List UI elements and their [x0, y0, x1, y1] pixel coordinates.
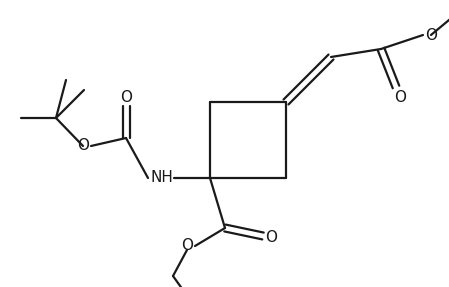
Text: O: O [265, 230, 277, 245]
Text: NH: NH [150, 170, 173, 185]
Text: O: O [425, 28, 437, 42]
Text: O: O [120, 90, 132, 106]
Text: O: O [77, 139, 89, 154]
Text: O: O [394, 90, 406, 104]
Text: O: O [181, 238, 193, 253]
